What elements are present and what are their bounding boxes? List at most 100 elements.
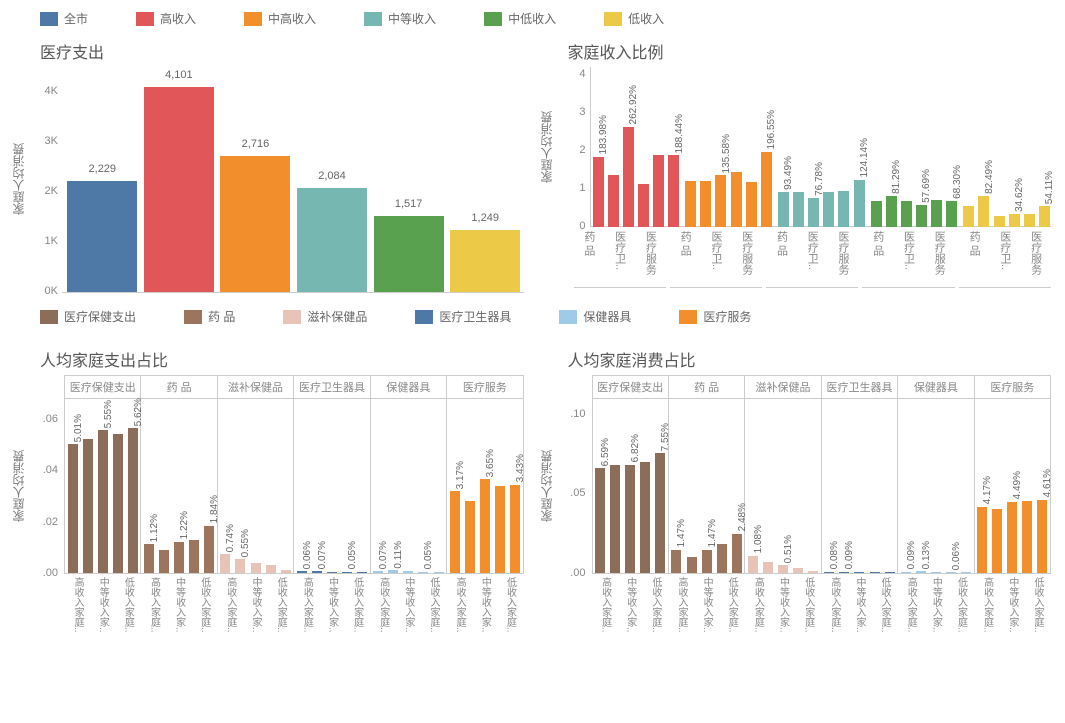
bar[interactable] xyxy=(159,550,169,573)
bar[interactable]: 82.49% xyxy=(978,196,989,227)
bar[interactable] xyxy=(653,155,664,227)
bar[interactable] xyxy=(251,563,261,573)
legend-item-mid_low[interactable]: 中低收入 xyxy=(484,10,556,27)
bar[interactable] xyxy=(854,572,864,573)
bar[interactable]: 2.48% xyxy=(732,534,742,573)
bar-mid_high[interactable]: 2,716 xyxy=(220,156,290,292)
bar[interactable] xyxy=(685,181,696,227)
bar[interactable]: 1.08% xyxy=(748,556,758,573)
bar[interactable] xyxy=(495,486,505,574)
bar[interactable]: 3.17% xyxy=(450,491,460,573)
bar[interactable] xyxy=(871,201,882,227)
bar[interactable] xyxy=(83,439,93,573)
bar[interactable]: 76.78% xyxy=(808,198,819,227)
chart4-area[interactable]: .00.05.106.59%6.82%7.55%1.47%1.47%2.48%1… xyxy=(556,399,1056,574)
legend-item-mid_high[interactable]: 中高收入 xyxy=(244,10,316,27)
bar[interactable]: 0.06% xyxy=(946,572,956,573)
chart2-area[interactable]: 01234183.98%262.92%188.44%135.58%196.55%… xyxy=(556,67,1056,227)
bar[interactable]: 4.17% xyxy=(977,507,987,573)
bar[interactable]: 0.55% xyxy=(235,559,245,573)
bar[interactable] xyxy=(189,540,199,573)
bar[interactable]: 0.09% xyxy=(901,572,911,573)
bar[interactable]: 1.47% xyxy=(671,550,681,573)
bar[interactable] xyxy=(281,570,291,573)
bar[interactable]: 0.13% xyxy=(916,571,926,573)
bar[interactable] xyxy=(1022,501,1032,573)
bar[interactable] xyxy=(717,544,727,573)
legend-item-devices[interactable]: 医疗卫生器具 xyxy=(415,308,511,325)
bar[interactable]: 81.29% xyxy=(886,196,897,227)
bar-mid[interactable]: 2,084 xyxy=(297,188,367,292)
chart1-area[interactable]: 0K1K2K3K4K2,2294,1012,7162,0841,5171,249 xyxy=(28,67,528,292)
bar[interactable] xyxy=(113,434,123,573)
bar[interactable]: 68.30% xyxy=(946,201,957,227)
bar[interactable]: 5.62% xyxy=(128,428,138,573)
bar[interactable]: 0.11% xyxy=(388,570,398,573)
legend-item-low[interactable]: 低收入 xyxy=(604,10,664,27)
bar-mid_low[interactable]: 1,517 xyxy=(374,216,444,292)
bar[interactable]: 0.08% xyxy=(824,572,834,573)
bar[interactable]: 0.05% xyxy=(418,572,428,573)
bar[interactable] xyxy=(610,465,620,573)
bar-low[interactable]: 1,249 xyxy=(450,230,520,292)
bar[interactable]: 93.49% xyxy=(778,192,789,227)
legend-item-drugs[interactable]: 药 品 xyxy=(184,308,235,325)
bar[interactable]: 4.49% xyxy=(1007,502,1017,573)
bar[interactable] xyxy=(608,175,619,227)
legend-item-services[interactable]: 医疗服务 xyxy=(679,308,751,325)
legend-item-all[interactable]: 全市 xyxy=(40,10,88,27)
bar[interactable] xyxy=(901,201,912,227)
bar[interactable] xyxy=(838,191,849,227)
bar[interactable]: 0.07% xyxy=(312,571,322,573)
bar[interactable]: 0.74% xyxy=(220,554,230,573)
bar[interactable]: 1.84% xyxy=(204,526,214,573)
bar[interactable] xyxy=(823,192,834,227)
bar[interactable] xyxy=(731,172,742,227)
chart3-area[interactable]: .00.02.04.065.01%5.55%5.62%1.12%1.22%1.8… xyxy=(28,399,528,574)
bar[interactable]: 0.05% xyxy=(342,572,352,573)
bar[interactable] xyxy=(687,557,697,573)
bar[interactable]: 34.62% xyxy=(1009,214,1020,227)
bar[interactable]: 124.14% xyxy=(854,180,865,227)
bar[interactable] xyxy=(793,192,804,227)
legend-item-health_devices[interactable]: 保健器具 xyxy=(559,308,631,325)
bar[interactable]: 3.43% xyxy=(510,485,520,573)
legend-item-mid[interactable]: 中等收入 xyxy=(364,10,436,27)
bar[interactable]: 4.61% xyxy=(1037,500,1047,573)
bar-high[interactable]: 4,101 xyxy=(144,87,214,292)
legend-item-supplements[interactable]: 滋补保健品 xyxy=(283,308,367,325)
bar[interactable] xyxy=(992,509,1002,573)
bar[interactable] xyxy=(931,200,942,227)
bar[interactable] xyxy=(994,216,1005,227)
bar[interactable]: 54.11% xyxy=(1039,206,1050,227)
bar[interactable] xyxy=(465,501,475,573)
legend-item-high[interactable]: 高收入 xyxy=(136,10,196,27)
bar[interactable] xyxy=(885,572,895,573)
bar[interactable]: 0.06% xyxy=(297,571,307,573)
bar[interactable]: 7.55% xyxy=(655,453,665,573)
bar-all[interactable]: 2,229 xyxy=(67,181,137,292)
bar[interactable]: 1.12% xyxy=(144,544,154,573)
bar[interactable] xyxy=(746,182,757,227)
bar[interactable] xyxy=(870,572,880,573)
bar[interactable] xyxy=(1024,214,1035,227)
bar[interactable] xyxy=(808,571,818,573)
bar[interactable]: 188.44% xyxy=(668,155,679,227)
bar[interactable] xyxy=(327,572,337,573)
bar[interactable] xyxy=(763,562,773,573)
bar[interactable] xyxy=(793,568,803,573)
bar[interactable]: 0.51% xyxy=(778,565,788,573)
bar[interactable] xyxy=(357,572,367,573)
bar[interactable]: 262.92% xyxy=(623,127,634,227)
bar[interactable]: 5.55% xyxy=(98,430,108,573)
bar[interactable]: 6.82% xyxy=(625,465,635,574)
bar[interactable]: 135.58% xyxy=(715,175,726,227)
bar[interactable]: 5.01% xyxy=(68,444,78,573)
bar[interactable] xyxy=(961,572,971,573)
bar[interactable] xyxy=(638,184,649,227)
bar[interactable]: 0.07% xyxy=(373,571,383,573)
bar[interactable]: 183.98% xyxy=(593,157,604,227)
bar[interactable]: 3.65% xyxy=(480,479,490,573)
bar[interactable]: 1.22% xyxy=(174,542,184,573)
bar[interactable] xyxy=(640,462,650,573)
